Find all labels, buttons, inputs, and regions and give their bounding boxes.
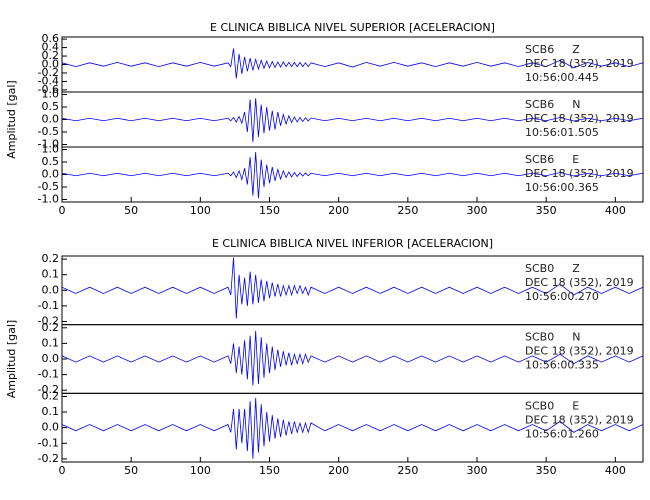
y-tick-label: 0.0 — [42, 352, 60, 365]
station: SCB0 — [525, 331, 554, 344]
x-tick-label: 50 — [124, 204, 138, 217]
y-tick-label: 0.2 — [42, 389, 60, 402]
y-tick-label: 0.0 — [42, 58, 60, 71]
station-label: SCB0 N — [525, 331, 580, 344]
component: Z — [572, 43, 580, 56]
y-tick-label: 0.6 — [42, 32, 60, 45]
waveform — [61, 397, 644, 459]
station-label: SCB6 Z — [525, 43, 580, 56]
station-label: SCB0 E — [525, 399, 579, 412]
x-tick-label: 50 — [124, 464, 138, 477]
y-tick-label: 0.5 — [42, 155, 60, 168]
date-label: DEC 18 (352), 2019 — [525, 167, 634, 180]
y-tick-label: -0.4 — [38, 74, 59, 87]
waveform — [61, 330, 644, 386]
y-tick-label: 0.0 — [42, 283, 60, 296]
time-label: 10:56:00.365 — [525, 181, 599, 194]
waveform — [61, 151, 644, 199]
date-label: DEC 18 (352), 2019 — [525, 413, 634, 426]
x-tick-label: 400 — [605, 204, 626, 217]
station-label: SCB6 N — [525, 98, 580, 111]
x-tick-label: 200 — [328, 464, 349, 477]
station: SCB6 — [525, 98, 554, 111]
y-tick-label: -0.2 — [38, 452, 59, 465]
x-tick-label: 150 — [259, 204, 280, 217]
component: E — [572, 153, 579, 166]
chart-title: E CLINICA BIBLICA NIVEL INFERIOR [ACELER… — [212, 237, 493, 250]
y-tick-label: 0.4 — [42, 41, 60, 54]
y-tick-label: -0.1 — [38, 299, 59, 312]
component: N — [572, 331, 580, 344]
chart-title: E CLINICA BIBLICA NIVEL SUPERIOR [ACELER… — [210, 21, 495, 34]
station: SCB0 — [525, 262, 554, 275]
station-label: SCB0 Z — [525, 262, 580, 275]
y-tick-label: -0.6 — [38, 83, 59, 96]
y-tick-label: 0.5 — [42, 100, 60, 113]
x-tick-label: 100 — [190, 204, 211, 217]
y-tick-label: -1.0 — [38, 193, 59, 206]
waveform — [61, 98, 644, 143]
waveform — [61, 48, 644, 79]
station: SCB6 — [525, 43, 554, 56]
waveform — [61, 257, 644, 319]
station-label: SCB6 E — [525, 153, 579, 166]
time-label: 10:56:00.445 — [525, 71, 599, 84]
x-tick-label: 300 — [467, 204, 488, 217]
x-tick-label: 0 — [59, 464, 66, 477]
x-tick-label: 200 — [328, 204, 349, 217]
x-tick-label: 350 — [536, 464, 557, 477]
date-label: DEC 18 (352), 2019 — [525, 112, 634, 125]
component: Z — [572, 262, 580, 275]
y-tick-label: 0.0 — [42, 168, 60, 181]
y-tick-label: -1.0 — [38, 138, 59, 151]
y-tick-label: -0.1 — [38, 436, 59, 449]
y-tick-label: 0.2 — [42, 49, 60, 62]
y-axis-label: Amplitud [gal] — [5, 80, 18, 158]
x-tick-label: 400 — [605, 464, 626, 477]
x-tick-label: 0 — [59, 204, 66, 217]
y-tick-label: 1.0 — [42, 143, 60, 156]
x-tick-label: 100 — [190, 464, 211, 477]
station: SCB6 — [525, 153, 554, 166]
date-label: DEC 18 (352), 2019 — [525, 276, 634, 289]
component: N — [572, 98, 580, 111]
x-tick-label: 350 — [536, 204, 557, 217]
y-tick-label: 1.0 — [42, 88, 60, 101]
component: E — [572, 399, 579, 412]
y-tick-label: 0.0 — [42, 421, 60, 434]
y-tick-label: -0.5 — [38, 180, 59, 193]
time-label: 10:56:00.270 — [525, 290, 599, 303]
y-tick-label: -0.2 — [38, 66, 59, 79]
station: SCB0 — [525, 399, 554, 412]
y-tick-label: 0.0 — [42, 113, 60, 126]
y-tick-label: 0.1 — [42, 336, 60, 349]
time-label: 10:56:01.260 — [525, 427, 599, 440]
y-tick-label: -0.1 — [38, 368, 59, 381]
time-label: 10:56:00.335 — [525, 359, 599, 372]
y-tick-label: 0.2 — [42, 321, 60, 334]
date-label: DEC 18 (352), 2019 — [525, 57, 634, 70]
y-tick-label: -0.2 — [38, 315, 59, 328]
x-tick-label: 300 — [467, 464, 488, 477]
x-tick-label: 150 — [259, 464, 280, 477]
x-tick-label: 250 — [397, 464, 418, 477]
y-tick-label: 0.2 — [42, 252, 60, 265]
date-label: DEC 18 (352), 2019 — [525, 345, 634, 358]
y-tick-label: 0.1 — [42, 268, 60, 281]
y-axis-label: Amplitud [gal] — [5, 320, 18, 398]
x-tick-label: 250 — [397, 204, 418, 217]
y-tick-label: 0.1 — [42, 405, 60, 418]
y-tick-label: -0.5 — [38, 125, 59, 138]
time-label: 10:56:01.505 — [525, 126, 599, 139]
y-tick-label: -0.2 — [38, 383, 59, 396]
